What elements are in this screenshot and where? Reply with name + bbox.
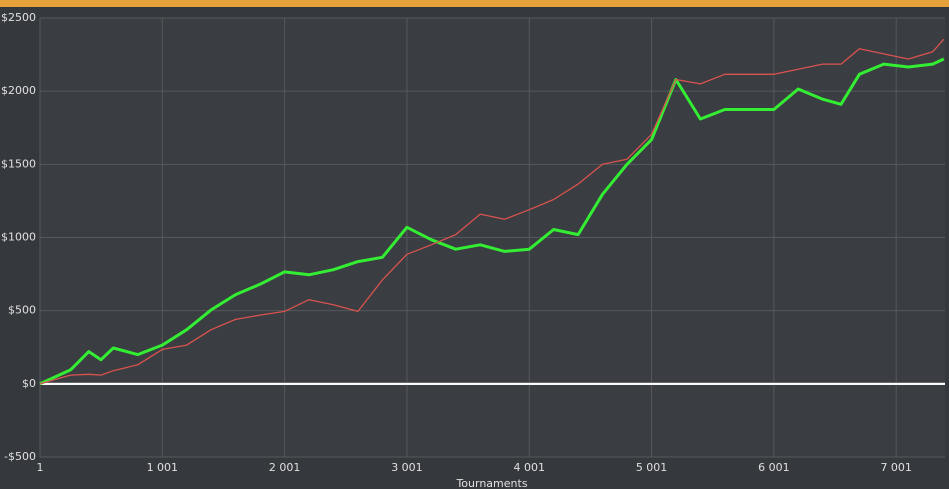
x-tick-label: 3 001 (391, 461, 423, 474)
title-bar (0, 0, 949, 7)
x-tick-label: 1 (37, 461, 44, 474)
y-tick-label: -$500 (4, 450, 36, 463)
series-line (39, 57, 945, 386)
y-tick-label: $0 (22, 377, 36, 390)
y-tick-label: $2000 (1, 84, 36, 97)
x-tick-label: 2 001 (269, 461, 301, 474)
x-tick-label: 5 001 (636, 461, 668, 474)
y-tick-label: $1500 (1, 157, 36, 170)
x-tick-label: 1 001 (147, 461, 179, 474)
y-tick-label: $1000 (1, 231, 36, 244)
x-tick-label: 7 001 (880, 461, 912, 474)
x-tick-label: 4 001 (514, 461, 546, 474)
x-tick-label: 6 001 (758, 461, 790, 474)
series-line (39, 38, 945, 385)
y-tick-label: $500 (8, 304, 36, 317)
y-tick-label: $2500 (1, 11, 36, 24)
x-axis-label: Tournaments (455, 477, 527, 489)
